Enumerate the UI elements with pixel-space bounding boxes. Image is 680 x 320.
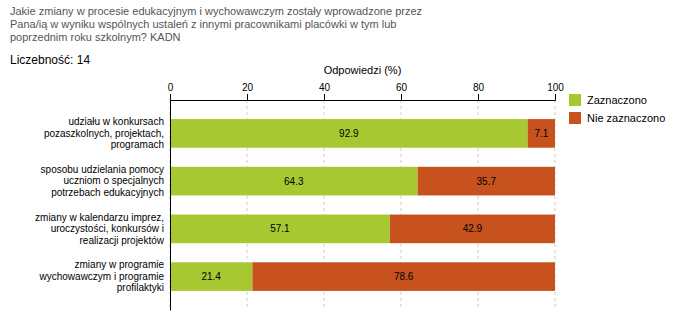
x-tick-mark <box>555 94 556 100</box>
y-tick-label: zmiany w kalendarzu imprez,uroczystości,… <box>35 212 165 246</box>
legend-swatch <box>569 94 581 106</box>
x-tick: 60 <box>396 82 408 100</box>
x-axis-title: Odpowiedzi (%) <box>324 64 402 76</box>
y-tick-label: zmiany w programiewychowawczym i program… <box>39 259 165 293</box>
x-tick-label: 60 <box>396 82 408 93</box>
legend-label: Nie zaznaczono <box>587 112 665 124</box>
x-tick-mark <box>478 94 479 100</box>
x-tick: 0 <box>168 82 174 100</box>
bar <box>418 167 555 196</box>
y-axis-line <box>170 101 171 311</box>
x-tick: 80 <box>473 82 485 100</box>
legend-item: Zaznaczono <box>569 94 647 106</box>
x-tick-mark <box>247 94 248 100</box>
bar <box>170 167 418 196</box>
bar <box>528 119 555 148</box>
x-tick-label: 100 <box>547 82 564 93</box>
data-label: 21.4 <box>201 271 221 282</box>
x-axis: 0 20 40 60 80 100 <box>168 82 565 101</box>
legend: Zaznaczono Nie zaznaczono <box>569 94 665 124</box>
grid-line <box>170 100 171 310</box>
bar <box>170 119 528 148</box>
x-tick-label: 20 <box>242 82 254 93</box>
x-tick: 20 <box>242 82 254 100</box>
legend-swatch <box>569 112 581 124</box>
x-tick: 40 <box>319 82 331 100</box>
title: Jakie zmiany w procesie edukacyjnym i wy… <box>10 5 422 43</box>
bars <box>170 119 555 291</box>
plot: 92.9 64.3 57.1 21.4 7.1 35.7 42.9 78.6 0 20 40 60 80… <box>35 64 564 311</box>
y-tick: zmiany w kalendarzu imprez,uroczystości,… <box>35 212 170 246</box>
y-tick-label: sposobu udzielania pomocyuczniom o specj… <box>41 164 164 198</box>
x-tick-mark <box>401 94 402 100</box>
x-tick-mark <box>324 94 325 100</box>
data-label: 57.1 <box>270 223 290 234</box>
legend-item: Nie zaznaczono <box>569 112 665 124</box>
data-label: 7.1 <box>534 128 548 139</box>
grid <box>170 100 555 310</box>
y-tick: udziału w konkursachpozaszkolnych, proje… <box>44 116 170 150</box>
x-tick-mark <box>170 94 171 100</box>
bar <box>170 262 252 291</box>
data-label: 35.7 <box>477 176 497 187</box>
x-tick-label: 0 <box>168 82 174 93</box>
data-label: 92.9 <box>339 128 359 139</box>
y-tick: sposobu udzielania pomocyuczniom o specj… <box>41 164 170 198</box>
bar <box>252 262 555 291</box>
bar <box>390 215 555 244</box>
subtitle: Liczebność: 14 <box>10 53 90 67</box>
chart: Jakie zmiany w procesie edukacyjnym i wy… <box>0 0 680 320</box>
data-label: 42.9 <box>463 223 483 234</box>
x-tick: 100 <box>547 82 564 100</box>
legend-label: Zaznaczono <box>587 94 647 106</box>
y-tick: zmiany w programiewychowawczym i program… <box>39 259 170 293</box>
x-tick-label: 40 <box>319 82 331 93</box>
data-labels: 92.9 64.3 57.1 21.4 7.1 35.7 42.9 78.6 <box>201 128 548 282</box>
data-label: 64.3 <box>284 176 304 187</box>
y-tick-label: udziału w konkursachpozaszkolnych, proje… <box>44 116 164 150</box>
data-label: 78.6 <box>394 271 414 282</box>
bar <box>170 215 390 244</box>
x-axis-line <box>171 94 556 101</box>
bar-series <box>252 119 555 291</box>
x-tick-label: 80 <box>473 82 485 93</box>
y-axis: udziału w konkursachpozaszkolnych, proje… <box>35 101 170 311</box>
